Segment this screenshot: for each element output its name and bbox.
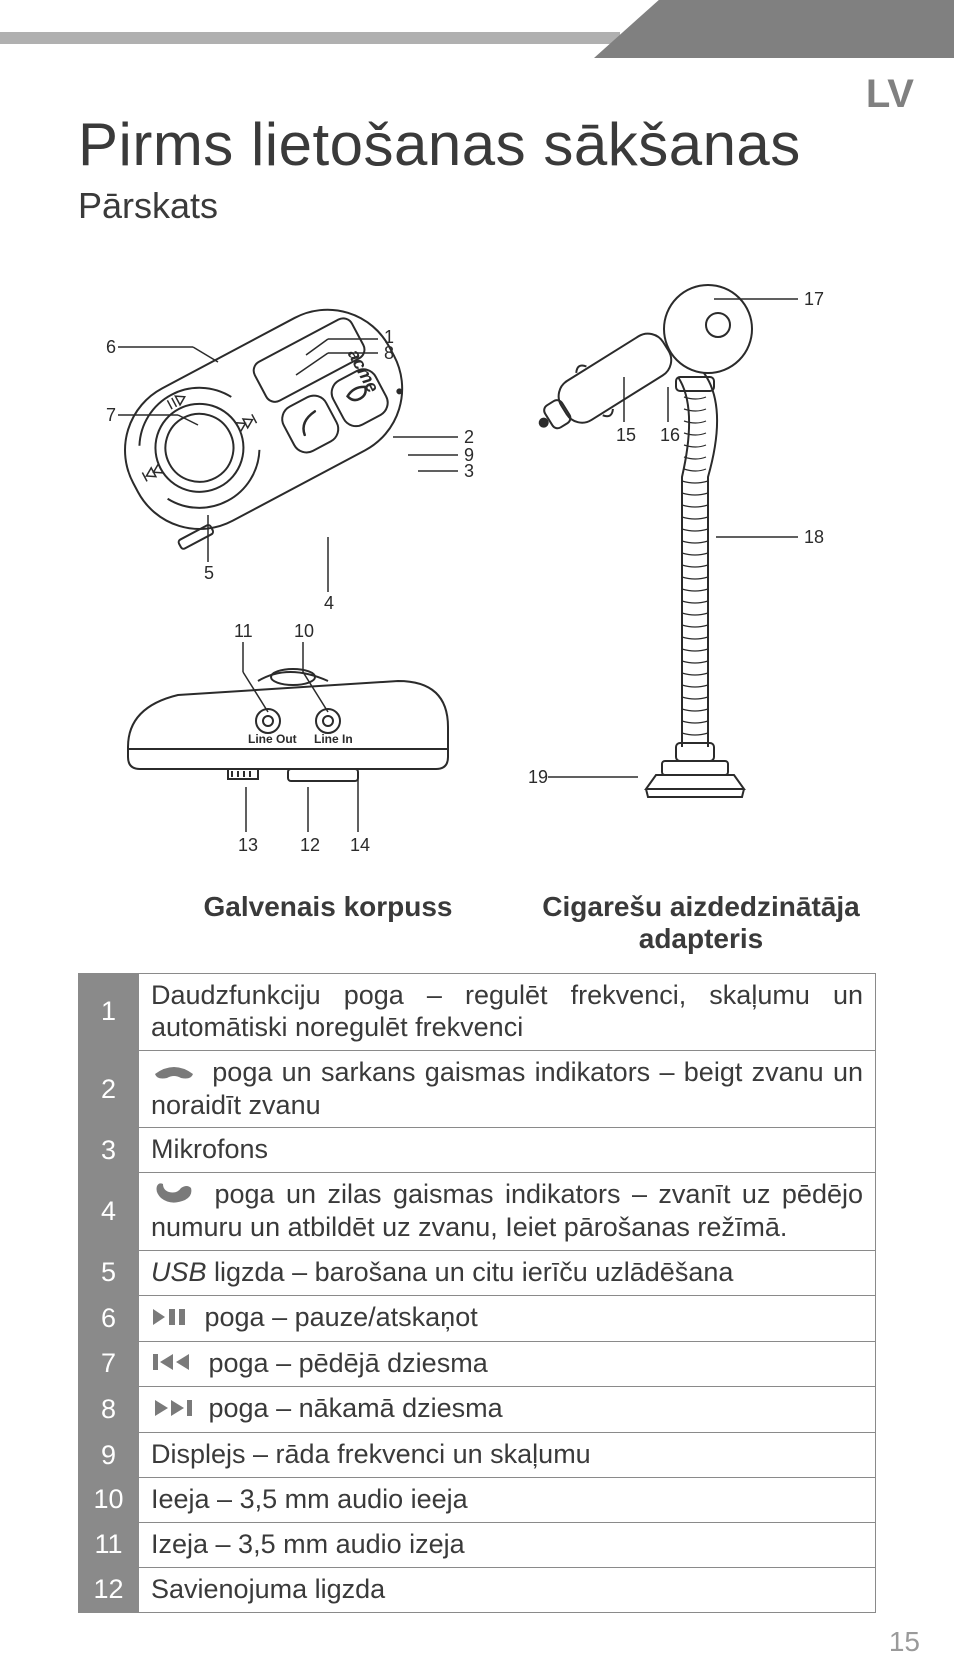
table-row: 10Ieeja – 3,5 mm audio ieeja: [79, 1478, 876, 1523]
row-number: 2: [79, 1050, 139, 1128]
row-description: poga un zilas gaismas indikators – zvanī…: [139, 1173, 876, 1251]
page-number: 15: [889, 1626, 920, 1658]
row-description: poga – pauze/atskaņot: [139, 1295, 876, 1341]
svg-text:Line In: Line In: [314, 732, 353, 746]
svg-text:12: 12: [300, 835, 320, 855]
row-description: Savienojuma ligzda: [139, 1567, 876, 1612]
label-adapter: Cigarešu aizdedzinātāja adapteris: [536, 891, 866, 955]
table-row: 7 poga – pēdējā dziesma: [79, 1341, 876, 1387]
table-row: 2 poga un sarkans gaismas indikators – b…: [79, 1050, 876, 1128]
svg-text:8: 8: [384, 343, 394, 363]
row-description: Displejs – rāda frekvenci un skaļumu: [139, 1433, 876, 1478]
svg-text:11: 11: [234, 621, 253, 641]
table-row: 11Izeja – 3,5 mm audio izeja: [79, 1522, 876, 1567]
row-number: 4: [79, 1173, 139, 1251]
svg-text:Line Out: Line Out: [248, 732, 297, 746]
row-number: 3: [79, 1128, 139, 1173]
hangup-icon: [151, 1058, 197, 1090]
svg-text:5: 5: [204, 563, 214, 583]
pickup-icon: [151, 1180, 197, 1212]
row-description: Izeja – 3,5 mm audio izeja: [139, 1522, 876, 1567]
row-number: 10: [79, 1478, 139, 1523]
prev-icon: [151, 1348, 195, 1380]
svg-text:17: 17: [804, 289, 824, 309]
svg-text:19: 19: [528, 767, 548, 787]
table-row: 1Daudzfunkciju poga – regulēt frekvenci,…: [79, 974, 876, 1051]
row-description: Mikrofons: [139, 1128, 876, 1173]
overview-diagram: acme 6 1: [78, 247, 876, 887]
row-number: 9: [79, 1433, 139, 1478]
header-decor: [0, 0, 954, 58]
row-number: 11: [79, 1522, 139, 1567]
svg-text:13: 13: [238, 835, 258, 855]
svg-text:14: 14: [350, 835, 370, 855]
diagram-labels: Galvenais korpuss Cigarešu aizdedzinātāj…: [78, 891, 876, 955]
playpause-icon: [151, 1303, 191, 1335]
svg-text:10: 10: [294, 621, 314, 641]
row-number: 7: [79, 1341, 139, 1387]
table-row: 6 poga – pauze/atskaņot: [79, 1295, 876, 1341]
row-description: poga – nākamā dziesma: [139, 1387, 876, 1433]
svg-text:7: 7: [106, 405, 116, 425]
label-main-body: Galvenais korpuss: [188, 891, 468, 955]
svg-text:6: 6: [106, 337, 116, 357]
table-row: 4 poga un zilas gaismas indikators – zva…: [79, 1173, 876, 1251]
row-number: 6: [79, 1295, 139, 1341]
row-description: poga un sarkans gaismas indikators – bei…: [139, 1050, 876, 1128]
row-description: Ieeja – 3,5 mm audio ieeja: [139, 1478, 876, 1523]
svg-text:2: 2: [464, 427, 474, 447]
svg-text:15: 15: [616, 425, 636, 445]
page-title: Pirms lietošanas sākšanas: [78, 110, 876, 179]
page-subtitle: Pārskats: [78, 185, 876, 227]
row-number: 1: [79, 974, 139, 1051]
svg-text:3: 3: [464, 461, 474, 481]
table-row: 12Savienojuma ligzda: [79, 1567, 876, 1612]
table-row: 9Displejs – rāda frekvenci un skaļumu: [79, 1433, 876, 1478]
table-row: 5USB ligzda – barošana un citu ierīču uz…: [79, 1250, 876, 1295]
row-number: 8: [79, 1387, 139, 1433]
row-description: Daudzfunkciju poga – regulēt frekvenci, …: [139, 974, 876, 1051]
table-row: 3Mikrofons: [79, 1128, 876, 1173]
table-row: 8 poga – nākamā dziesma: [79, 1387, 876, 1433]
row-description: USB ligzda – barošana un citu ierīču uzl…: [139, 1250, 876, 1295]
svg-text:4: 4: [324, 593, 334, 613]
svg-text:18: 18: [804, 527, 824, 547]
parts-table: 1Daudzfunkciju poga – regulēt frekvenci,…: [78, 973, 876, 1613]
svg-text:16: 16: [660, 425, 680, 445]
row-number: 5: [79, 1250, 139, 1295]
row-description: poga – pēdējā dziesma: [139, 1341, 876, 1387]
next-icon: [151, 1394, 195, 1426]
row-number: 12: [79, 1567, 139, 1612]
